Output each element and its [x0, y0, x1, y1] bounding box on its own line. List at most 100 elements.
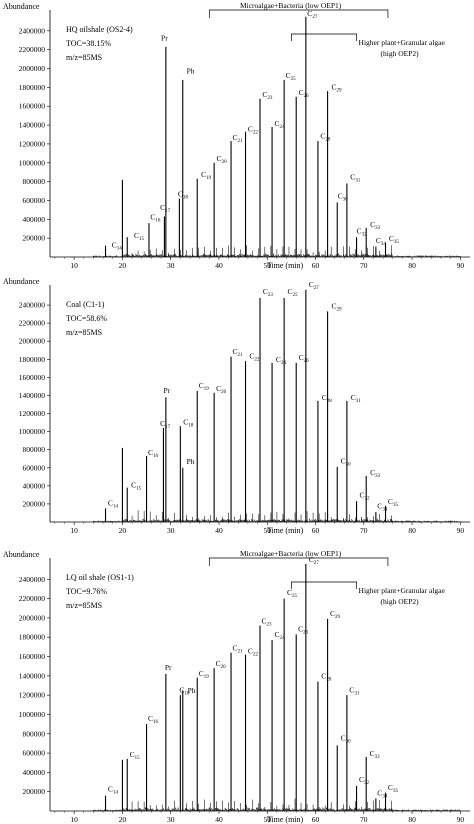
peak-label-main: C [216, 384, 221, 393]
peak-label-main: C [199, 669, 204, 678]
peak-label-main: C [307, 9, 312, 18]
peak-label-subscript: 22 [253, 653, 259, 658]
peak-label-main: C [349, 685, 354, 694]
peak-label-subscript: 21 [237, 650, 243, 655]
peak-label-main: C [179, 685, 184, 694]
peak-label-subscript: 28 [327, 399, 333, 404]
x-tick-label: 70 [360, 261, 368, 270]
x-axis-label: Time (min) [267, 526, 304, 535]
peak-label-main: Pr [161, 33, 168, 42]
peak-label: C16 [150, 212, 161, 223]
x-tick-label: 20 [119, 261, 127, 270]
peak-label-subscript: 35 [394, 240, 400, 245]
peak-label: C20 [217, 154, 228, 165]
x-tick-label: 20 [119, 815, 127, 824]
peak-label-main: C [321, 672, 326, 681]
peak-label: C23 [261, 617, 272, 628]
peak-label: C21 [232, 347, 243, 358]
peak-label: C18 [183, 417, 194, 428]
peak-label-subscript: 19 [204, 675, 210, 680]
peak-label-subscript: 29 [336, 308, 342, 313]
peak-label: C14 [108, 499, 119, 510]
bracket-label: Microalgae+Bacteria (low OEP1) [240, 1, 342, 10]
peak-label-main: C [232, 133, 237, 142]
x-tick-label: 90 [457, 261, 465, 270]
peak-label-main: C [276, 355, 281, 364]
peak-label-main: C [232, 347, 237, 356]
y-tick-label: 1200000 [19, 409, 46, 418]
peak-label: C29 [330, 609, 341, 620]
peak-label-subscript: 20 [221, 390, 227, 395]
peak-label: C23 [262, 90, 273, 101]
y-tick-label: 2400000 [19, 301, 46, 310]
peak-label: C27 [309, 555, 320, 566]
peak-label-main: Ph [188, 686, 196, 695]
peak-label-main: C [183, 417, 188, 426]
peak-label: C19 [201, 170, 212, 181]
peak-label: C15 [131, 481, 142, 492]
peak-label-subscript: 15 [135, 756, 141, 761]
peak-label-main: C [131, 481, 136, 490]
peak-label-subscript: 14 [113, 791, 119, 796]
peak-label: C33 [370, 749, 381, 760]
peak-label-main: C [309, 280, 314, 289]
x-tick-label: 20 [119, 526, 127, 535]
y-tick-label: 400000 [23, 768, 46, 777]
sample-info-line: TOC=38.15% [66, 39, 111, 48]
peak-label: Ph [188, 686, 196, 695]
peak-label-subscript: 30 [346, 740, 352, 745]
peak-label-main: C [388, 497, 393, 506]
y-tick-label: 800000 [23, 177, 46, 186]
peak-label-main: C [370, 749, 375, 758]
peak-label-subscript: 29 [335, 615, 341, 620]
x-tick-label: 90 [457, 815, 465, 824]
peak-label: C26 [298, 624, 309, 635]
peak-label: Ph [187, 66, 195, 75]
peak-label: C28 [321, 672, 332, 683]
peak-label-main: C [322, 393, 327, 402]
peak-label: C15 [130, 750, 141, 761]
peak-label-main: Ph [187, 66, 195, 75]
y-tick-label: 2000000 [19, 337, 46, 346]
peak-label-subscript: 30 [343, 198, 349, 203]
bracket-label: Microalgae+Bacteria (low OEP1) [240, 549, 342, 558]
bracket-label: Higher plant+Granular algae [359, 38, 446, 47]
peak-label-subscript: 33 [375, 474, 381, 479]
peak-label-main: C [299, 88, 304, 97]
peak-label-main: C [217, 154, 222, 163]
y-tick-label: 400000 [23, 481, 46, 490]
peak-label: C16 [148, 714, 159, 725]
peak-label-subscript: 31 [356, 399, 362, 404]
peak-label-main: Ph [187, 457, 195, 466]
sample-info-line: TOC=9.76% [66, 587, 107, 596]
peak-label-subscript: 14 [117, 247, 123, 252]
y-tick-label: 1600000 [19, 652, 46, 661]
peak-label: C32 [357, 226, 368, 237]
peak-label-main: C [331, 82, 336, 91]
chart-panel-3: Abundance 200000 400000 600000 800000 1000000… [3, 549, 470, 824]
peak-label: C28 [322, 393, 333, 404]
sample-info-line: m/z=85MS [66, 53, 102, 62]
peak-label-main: C [299, 353, 304, 362]
peak-label-subscript: 23 [268, 293, 274, 298]
y-axis-label: Abundance [3, 277, 40, 286]
peak-label: C19 [199, 381, 210, 392]
peak-label: C25 [286, 71, 297, 82]
peak-label-subscript: 16 [153, 454, 159, 459]
peak-label: C35 [388, 783, 399, 794]
peak-label-subscript: 25 [291, 77, 297, 82]
x-axis-label: Time (min) [267, 815, 304, 824]
peak-label: C24 [274, 630, 285, 641]
bracket-label: Higher plant+Granular algae [359, 586, 446, 595]
peak-label: C17 [160, 419, 171, 430]
peak-label-main: C [262, 90, 267, 99]
y-tick-label: 2000000 [19, 613, 46, 622]
peak-label: C22 [249, 351, 260, 362]
y-tick-label: 600000 [23, 196, 46, 205]
peak-label: C34 [377, 789, 388, 800]
y-tick-label: 2200000 [19, 45, 46, 54]
peak-label: C14 [112, 241, 123, 252]
peak-label-main: C [377, 789, 382, 798]
peak-label: C33 [370, 468, 381, 479]
x-tick-label: 10 [70, 261, 78, 270]
